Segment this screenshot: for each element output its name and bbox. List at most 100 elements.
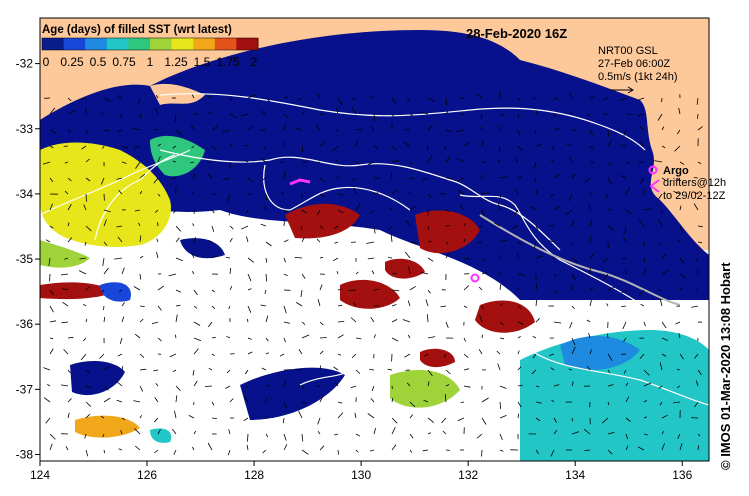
current-vector	[222, 177, 231, 181]
current-vector	[355, 271, 359, 275]
current-vector	[639, 126, 645, 131]
current-vector	[391, 159, 400, 163]
sst-age-patch-red-7	[40, 282, 115, 300]
current-vector	[499, 239, 507, 243]
current-vector	[171, 177, 177, 180]
current-vector	[373, 334, 376, 339]
current-vector	[301, 433, 304, 442]
current-vector	[283, 239, 289, 243]
current-vector	[317, 298, 321, 307]
current-vector	[517, 113, 519, 119]
current-vector	[133, 400, 141, 403]
current-vector	[334, 225, 339, 229]
current-vector	[85, 177, 91, 182]
x-axis: 124 126 128 130 132 134 136	[30, 461, 693, 482]
colorbar-tick-label: 0	[43, 55, 50, 69]
current-vector	[67, 222, 70, 227]
current-vector	[427, 193, 432, 198]
current-vector	[264, 206, 267, 211]
current-vector	[319, 395, 324, 403]
current-vector	[207, 110, 213, 115]
current-vector	[481, 257, 486, 262]
current-vector	[623, 129, 627, 138]
current-vector	[261, 110, 267, 115]
current-vector	[550, 257, 555, 260]
current-vector	[695, 380, 699, 387]
current-vector	[643, 369, 650, 376]
current-vector	[78, 270, 87, 275]
current-vector	[265, 433, 269, 438]
current-vector	[103, 397, 111, 403]
current-vector	[193, 430, 197, 435]
current-vector	[457, 177, 465, 182]
current-vector	[151, 321, 159, 325]
current-vector	[118, 448, 123, 451]
colorbar-label: Age (days) of filled SST (wrt latest)	[42, 24, 232, 36]
current-vector	[139, 273, 142, 280]
current-vector	[643, 382, 652, 387]
current-vector	[391, 97, 397, 104]
current-vector	[499, 283, 502, 291]
current-vector	[247, 288, 252, 291]
current-model-time: 27-Feb 06:00Z	[598, 58, 670, 70]
current-vector	[589, 129, 593, 136]
current-vector	[81, 145, 87, 150]
current-vector	[351, 97, 357, 100]
current-vector	[423, 399, 429, 403]
current-vector	[532, 353, 537, 359]
current-vector	[353, 187, 357, 195]
current-vector	[659, 362, 663, 371]
current-vector	[535, 401, 542, 404]
current-vector	[174, 410, 177, 419]
current-vector	[535, 144, 542, 147]
current-vector	[478, 349, 483, 355]
current-vector	[625, 433, 629, 440]
current-vector	[553, 384, 560, 387]
current-vector	[550, 449, 555, 457]
current-vector	[679, 161, 685, 165]
current-vector	[244, 369, 249, 375]
current-vector	[460, 401, 465, 403]
current-vector	[103, 219, 107, 227]
current-vector	[133, 286, 141, 291]
current-vector	[172, 428, 177, 435]
current-vector	[697, 225, 703, 228]
current-vector	[571, 273, 576, 281]
current-vector	[607, 225, 614, 231]
current-vector	[404, 251, 411, 259]
current-vector	[607, 333, 609, 339]
current-vector	[478, 225, 483, 229]
current-vector	[191, 270, 195, 275]
current-vector	[426, 314, 429, 323]
current-vector	[499, 433, 503, 440]
x-tick-label: 126	[137, 468, 157, 482]
current-vector	[298, 349, 303, 355]
current-vector	[156, 238, 159, 243]
colorbar-tick-label: 1.25	[164, 55, 188, 69]
current-vector	[404, 353, 411, 358]
current-vector	[440, 305, 447, 308]
current-vector	[402, 319, 411, 323]
current-vector	[103, 385, 109, 391]
current-vector	[553, 289, 558, 294]
current-vector	[355, 128, 362, 131]
current-vector	[222, 129, 231, 133]
y-tick-label: -38	[16, 447, 34, 461]
current-vector	[463, 385, 471, 388]
current-vector	[355, 141, 358, 147]
current-vector	[694, 401, 699, 408]
current-vector	[369, 96, 375, 99]
current-vector	[679, 353, 684, 360]
current-vector	[625, 209, 632, 214]
current-vector	[535, 255, 544, 259]
current-vector	[245, 385, 249, 389]
current-vector	[294, 257, 303, 259]
current-vector	[389, 206, 393, 211]
current-vector	[103, 209, 111, 213]
current-vector	[409, 177, 416, 180]
current-vector	[390, 234, 393, 243]
current-vector	[355, 203, 361, 211]
current-vector	[175, 314, 178, 323]
current-vector	[117, 236, 123, 243]
current-vector	[211, 145, 217, 152]
